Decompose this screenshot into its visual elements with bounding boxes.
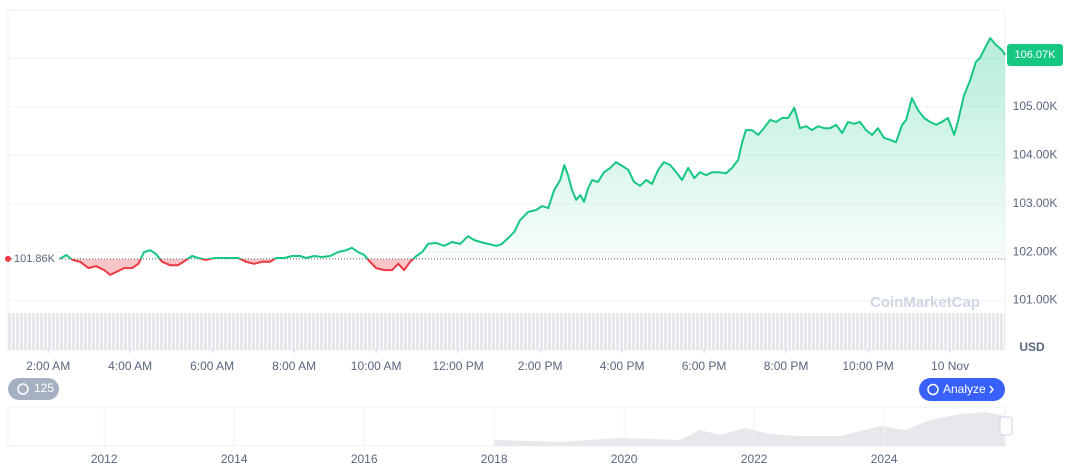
y-tick-label: 105.00K [1013, 99, 1058, 113]
x-tick-label: 2:00 PM [518, 359, 563, 373]
x-tick-label: 10:00 PM [842, 359, 893, 373]
current-price-bg [1007, 44, 1063, 67]
reference-label-bg [12, 250, 58, 267]
price-line [59, 37, 1006, 276]
navigator-tick-label: 2012 [91, 452, 118, 466]
current-price-label: 106.07K [1015, 49, 1057, 61]
watermark: CoinMarketCap [870, 294, 980, 311]
navigator-tick-label: 2016 [351, 452, 378, 466]
history-badge[interactable]: 125 [8, 378, 59, 400]
x-tick-label: 6:00 AM [190, 359, 234, 373]
navigator-handle[interactable] [999, 416, 1013, 436]
y-tick-label: 102.00K [1013, 244, 1058, 258]
y-tick-label: 103.00K [1013, 196, 1058, 210]
history-count: 125 [34, 381, 54, 395]
navigator-tick-label: 2024 [871, 452, 898, 466]
navigator-area [494, 412, 1005, 446]
navigator-tick-label: 2018 [481, 452, 508, 466]
x-tick-label: 2:00 AM [26, 359, 70, 373]
x-tick-label: 8:00 AM [272, 359, 316, 373]
reference-dot [5, 255, 11, 262]
y-tick-label: 104.00K [1013, 147, 1058, 161]
analyze-button[interactable]: Analyze [919, 378, 1005, 401]
analyze-label[interactable]: Analyze [943, 382, 986, 396]
navigator-tick-label: 2020 [611, 452, 638, 466]
x-tick-label: 8:00 PM [764, 359, 809, 373]
x-tick-label: 12:00 PM [432, 359, 483, 373]
price-area [60, 38, 1006, 275]
x-tick-label: 4:00 AM [108, 359, 152, 373]
navigator-tick-label: 2014 [221, 452, 248, 466]
reference-label: 101.86K [14, 253, 56, 265]
volume-bars [8, 313, 1005, 350]
navigator-tick-label: 2022 [741, 452, 768, 466]
currency-label: USD [1019, 340, 1045, 354]
x-tick-label: 4:00 PM [600, 359, 645, 373]
x-tick-label: 10 Nov [931, 359, 969, 373]
x-tick-label: 10:00 AM [351, 359, 402, 373]
x-tick-label: 6:00 PM [682, 359, 727, 373]
y-tick-label: 101.00K [1013, 293, 1058, 307]
